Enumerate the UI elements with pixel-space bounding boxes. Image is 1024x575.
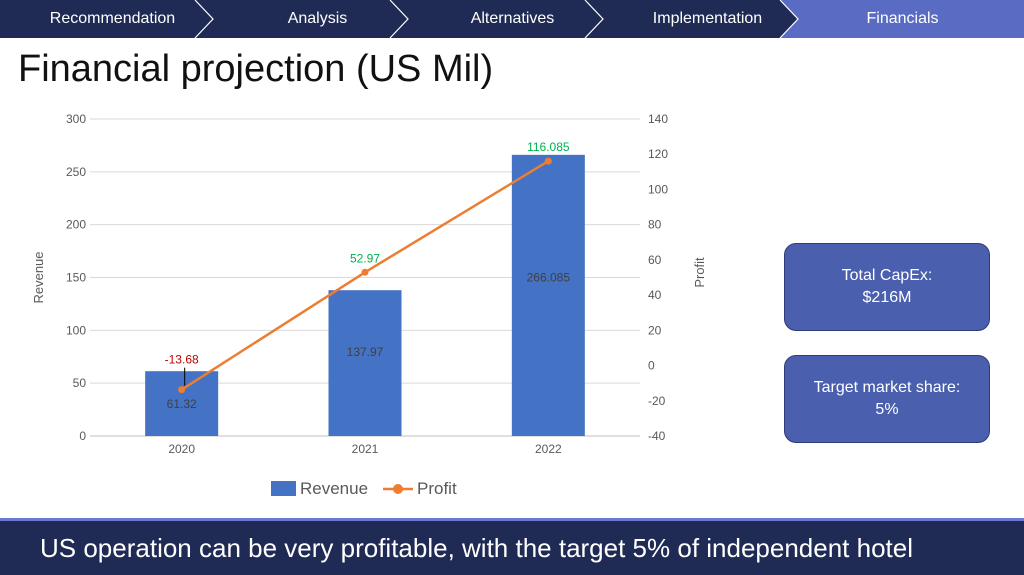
capex-value: $216M bbox=[862, 289, 912, 306]
capex-box: Total CapEx: $216M bbox=[784, 243, 990, 331]
left-axis-tick-label: 0 bbox=[79, 429, 86, 443]
right-axis-tick-label: 80 bbox=[648, 218, 662, 232]
right-axis-tick-label: 0 bbox=[648, 359, 655, 373]
legend-revenue-label: Revenue bbox=[300, 479, 368, 498]
x-axis-tick-label: 2020 bbox=[168, 442, 195, 456]
financial-chart: 0 50 100 150 200 250 300 -40 -20 0 20 40 60 80 100 120 1… bbox=[31, 112, 707, 498]
process-nav: Recommendation Analysis Alternatives Imp… bbox=[0, 0, 1024, 38]
nav-chevrons bbox=[194, 0, 1024, 38]
market-share-label: Target market share: bbox=[813, 379, 961, 396]
market-share-value: 5% bbox=[875, 401, 899, 418]
profit-point bbox=[544, 157, 552, 165]
nav-step-alternatives[interactable]: Alternatives bbox=[470, 10, 555, 27]
nav-step-implementation[interactable]: Implementation bbox=[652, 10, 763, 27]
nav-step-financials[interactable]: Financials bbox=[866, 10, 939, 27]
nav-chevron-divider bbox=[389, 0, 409, 38]
revenue-data-label: 137.97 bbox=[347, 345, 384, 359]
left-axis-tick-label: 250 bbox=[66, 165, 86, 179]
legend-profit-label: Profit bbox=[417, 479, 457, 498]
right-axis-tick-label: -40 bbox=[648, 429, 666, 443]
revenue-data-label: 61.32 bbox=[167, 397, 197, 411]
page-title: Financial projection (US Mil) bbox=[18, 48, 494, 90]
profit-data-label: -13.68 bbox=[165, 353, 199, 367]
profit-point bbox=[361, 268, 369, 276]
profit-point bbox=[178, 386, 186, 394]
left-axis-tick-label: 100 bbox=[66, 323, 86, 337]
right-axis-tick-label: 120 bbox=[648, 147, 668, 161]
capex-label: Total CapEx: bbox=[841, 267, 933, 284]
revenue-data-label: 266.085 bbox=[527, 270, 571, 284]
left-axis-tick-label: 150 bbox=[66, 271, 86, 285]
nav-chevron-divider bbox=[194, 0, 214, 38]
x-axis-tick-label: 2022 bbox=[535, 442, 562, 456]
right-axis-tick-label: 140 bbox=[648, 112, 668, 126]
revenue-bar bbox=[511, 154, 585, 436]
nav-chevron-divider bbox=[779, 0, 799, 38]
nav-step-recommendation[interactable]: Recommendation bbox=[49, 10, 176, 27]
right-axis-title: Profit bbox=[692, 257, 707, 288]
x-axis-tick-label: 2021 bbox=[352, 442, 379, 456]
legend-revenue-swatch bbox=[271, 481, 296, 496]
revenue-bar bbox=[328, 290, 402, 436]
legend-profit-marker bbox=[393, 484, 403, 494]
right-axis-tick-label: 20 bbox=[648, 323, 662, 337]
right-axis-tick-label: 100 bbox=[648, 182, 668, 196]
left-axis-tick-label: 50 bbox=[73, 376, 87, 390]
left-axis-tick-label: 300 bbox=[66, 112, 86, 126]
market-share-box: Target market share: 5% bbox=[784, 355, 990, 443]
revenue-bar bbox=[145, 371, 219, 436]
left-axis-tick-label: 200 bbox=[66, 218, 86, 232]
profit-data-label: 116.085 bbox=[527, 140, 570, 154]
right-axis-tick-label: 60 bbox=[648, 253, 662, 267]
nav-active-highlight bbox=[780, 0, 1024, 38]
left-axis-title: Revenue bbox=[31, 251, 46, 303]
nav-step-analysis[interactable]: Analysis bbox=[287, 10, 348, 27]
footer-banner: US operation can be very profitable, wit… bbox=[0, 518, 1024, 575]
profit-data-label: 52.97 bbox=[350, 251, 380, 265]
right-axis-tick-label: -20 bbox=[648, 394, 666, 408]
nav-chevron-divider bbox=[584, 0, 604, 38]
right-axis-tick-label: 40 bbox=[648, 288, 662, 302]
